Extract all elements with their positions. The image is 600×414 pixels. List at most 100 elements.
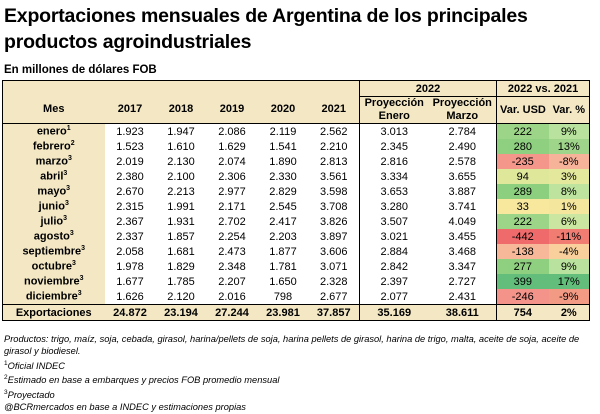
value-var-pct: 9%	[548, 123, 591, 139]
value-2018: 1.681	[167, 245, 195, 258]
value-2021: 2.677	[308, 289, 360, 305]
value-2021: 2.210	[308, 139, 360, 154]
value-2021: 3.897	[308, 229, 360, 244]
header-2018: 2018	[155, 96, 207, 124]
value-proy-marzo: 3.347	[448, 260, 477, 273]
value-2020: 1.781	[269, 260, 297, 273]
month-label: abril3	[2, 169, 105, 184]
value-var-usd: 277	[496, 259, 549, 274]
header-group-var: 2022 vs. 2021	[496, 80, 591, 97]
table-row: enero1 1.923 1.947 2.086 2.119 2.562 3.013 2.78…	[2, 123, 591, 139]
value-2017: 2.058	[116, 245, 144, 258]
table-row: octubre3 1.978 1.829 2.348 1.781 3.071 2.842 3.…	[2, 259, 591, 274]
value-2019: 2.207	[218, 275, 246, 288]
month-label: diciembre3	[2, 289, 105, 305]
total-row: Exportaciones 24.872 23.194 27.244 23.98…	[2, 304, 591, 321]
value-2017: 1.677	[116, 275, 144, 288]
value-proy-marzo: 2.784	[448, 125, 477, 138]
total-2020: 23.981	[257, 304, 309, 321]
month-label: noviembre3	[2, 274, 105, 289]
value-2018: 1.610	[167, 140, 195, 153]
value-var-pct: 13%	[548, 139, 591, 154]
value-proy-marzo: 3.468	[448, 245, 477, 258]
value-2017: 1.523	[116, 140, 144, 153]
value-proy-marzo: 3.655	[448, 170, 477, 183]
month-label: agosto3	[2, 229, 105, 244]
value-var-usd: -138	[496, 244, 549, 259]
footnote-1: 1Oficial INDEC	[4, 359, 65, 371]
page-title: Exportaciones mensuales de Argentina de …	[4, 5, 528, 53]
total-2018: 23.194	[155, 304, 207, 321]
value-2020: 2.545	[269, 200, 297, 213]
value-2019: 2.254	[218, 230, 246, 243]
source-note: @BCRmercados en base a INDEC y estimacio…	[4, 402, 246, 413]
value-2019: 2.473	[218, 245, 246, 258]
value-var-pct: -9%	[548, 289, 591, 305]
total-2019: 27.244	[206, 304, 258, 321]
month-label: julio3	[2, 214, 105, 229]
table-row: noviembre3 1.677 1.785 2.207 1.650 2.328 2.397…	[2, 274, 591, 289]
value-proy-enero: 3.507	[380, 215, 409, 228]
value-2018: 1.931	[167, 215, 195, 228]
subtitle: En millones de dólares FOB	[4, 64, 157, 76]
value-proy-enero: 3.013	[380, 125, 409, 138]
value-var-usd: 399	[496, 274, 549, 289]
value-proy-marzo: 2.578	[448, 155, 477, 168]
month-label: enero1	[2, 123, 105, 139]
value-2019: 1.629	[218, 140, 246, 153]
value-var-pct: -4%	[548, 244, 591, 259]
value-2018: 1.991	[167, 200, 195, 213]
value-proy-marzo: 3.741	[448, 200, 477, 213]
value-2020: 1.650	[269, 275, 297, 288]
total-var-usd: 754	[496, 304, 549, 321]
value-2018: 2.100	[167, 170, 195, 183]
value-2020: 2.417	[269, 215, 297, 228]
value-2019: 2.306	[218, 170, 246, 183]
value-var-pct: 8%	[548, 184, 591, 199]
footnote-3: 3Proyectado	[4, 389, 55, 401]
value-2017: 2.367	[116, 215, 144, 228]
value-2021: 3.708	[308, 199, 360, 214]
value-2017: 2.380	[116, 170, 144, 183]
value-2019: 2.171	[218, 200, 246, 213]
header-mes: Mes	[2, 96, 105, 124]
value-proy-marzo: 3.887	[448, 185, 477, 198]
value-proy-enero: 2.842	[380, 260, 409, 273]
value-2021: 3.561	[308, 169, 360, 184]
footnote-2: 2Estimado en base a embarques y precios …	[4, 374, 280, 386]
value-proy-marzo: 4.049	[448, 215, 477, 228]
value-var-usd: 280	[496, 139, 549, 154]
table-row: septiembre3 2.058 1.681 2.473 1.877 3.606 2.88…	[2, 244, 591, 259]
month-label: septiembre3	[2, 244, 105, 259]
table-row: mayo3 2.670 2.213 2.977 2.829 3.598 3.653 3.887…	[2, 184, 591, 199]
value-proy-enero: 3.021	[380, 230, 409, 243]
header-2019: 2019	[206, 96, 258, 124]
value-2018: 2.130	[167, 155, 195, 168]
value-2020: 1.541	[269, 140, 297, 153]
value-2018: 2.120	[167, 290, 195, 303]
total-2017: 24.872	[104, 304, 156, 321]
table-row: agosto3 2.337 1.857 2.254 2.203 3.897 3.021 3.4…	[2, 229, 591, 244]
value-proy-enero: 2.077	[380, 290, 409, 303]
table-row: julio3 2.367 1.931 2.702 2.417 3.826 3.507 4.04…	[2, 214, 591, 229]
value-var-usd: -246	[496, 289, 549, 305]
value-proy-enero: 2.816	[380, 155, 409, 168]
value-2019: 2.348	[218, 260, 246, 273]
value-2019: 2.977	[218, 185, 246, 198]
value-var-pct: 6%	[548, 214, 591, 229]
value-2017: 2.670	[116, 185, 144, 198]
table-row: abril3 2.380 2.100 2.306 2.330 3.561 3.334 3.65…	[2, 169, 591, 184]
value-2018: 2.213	[167, 185, 195, 198]
month-label: marzo3	[2, 154, 105, 169]
value-2021: 2.328	[308, 274, 360, 289]
header-proy-enero: Proyección Enero	[359, 96, 429, 124]
value-2017: 1.978	[116, 260, 144, 273]
value-2017: 2.337	[116, 230, 144, 243]
value-proy-enero: 3.653	[380, 185, 409, 198]
value-var-usd: -442	[496, 229, 549, 244]
header-2020: 2020	[257, 96, 309, 124]
products-note: Productos: trigo, maíz, soja, cebada, gi…	[4, 334, 580, 356]
value-2017: 1.626	[116, 290, 144, 303]
value-var-usd: 222	[496, 123, 549, 139]
value-var-usd: -235	[496, 154, 549, 169]
